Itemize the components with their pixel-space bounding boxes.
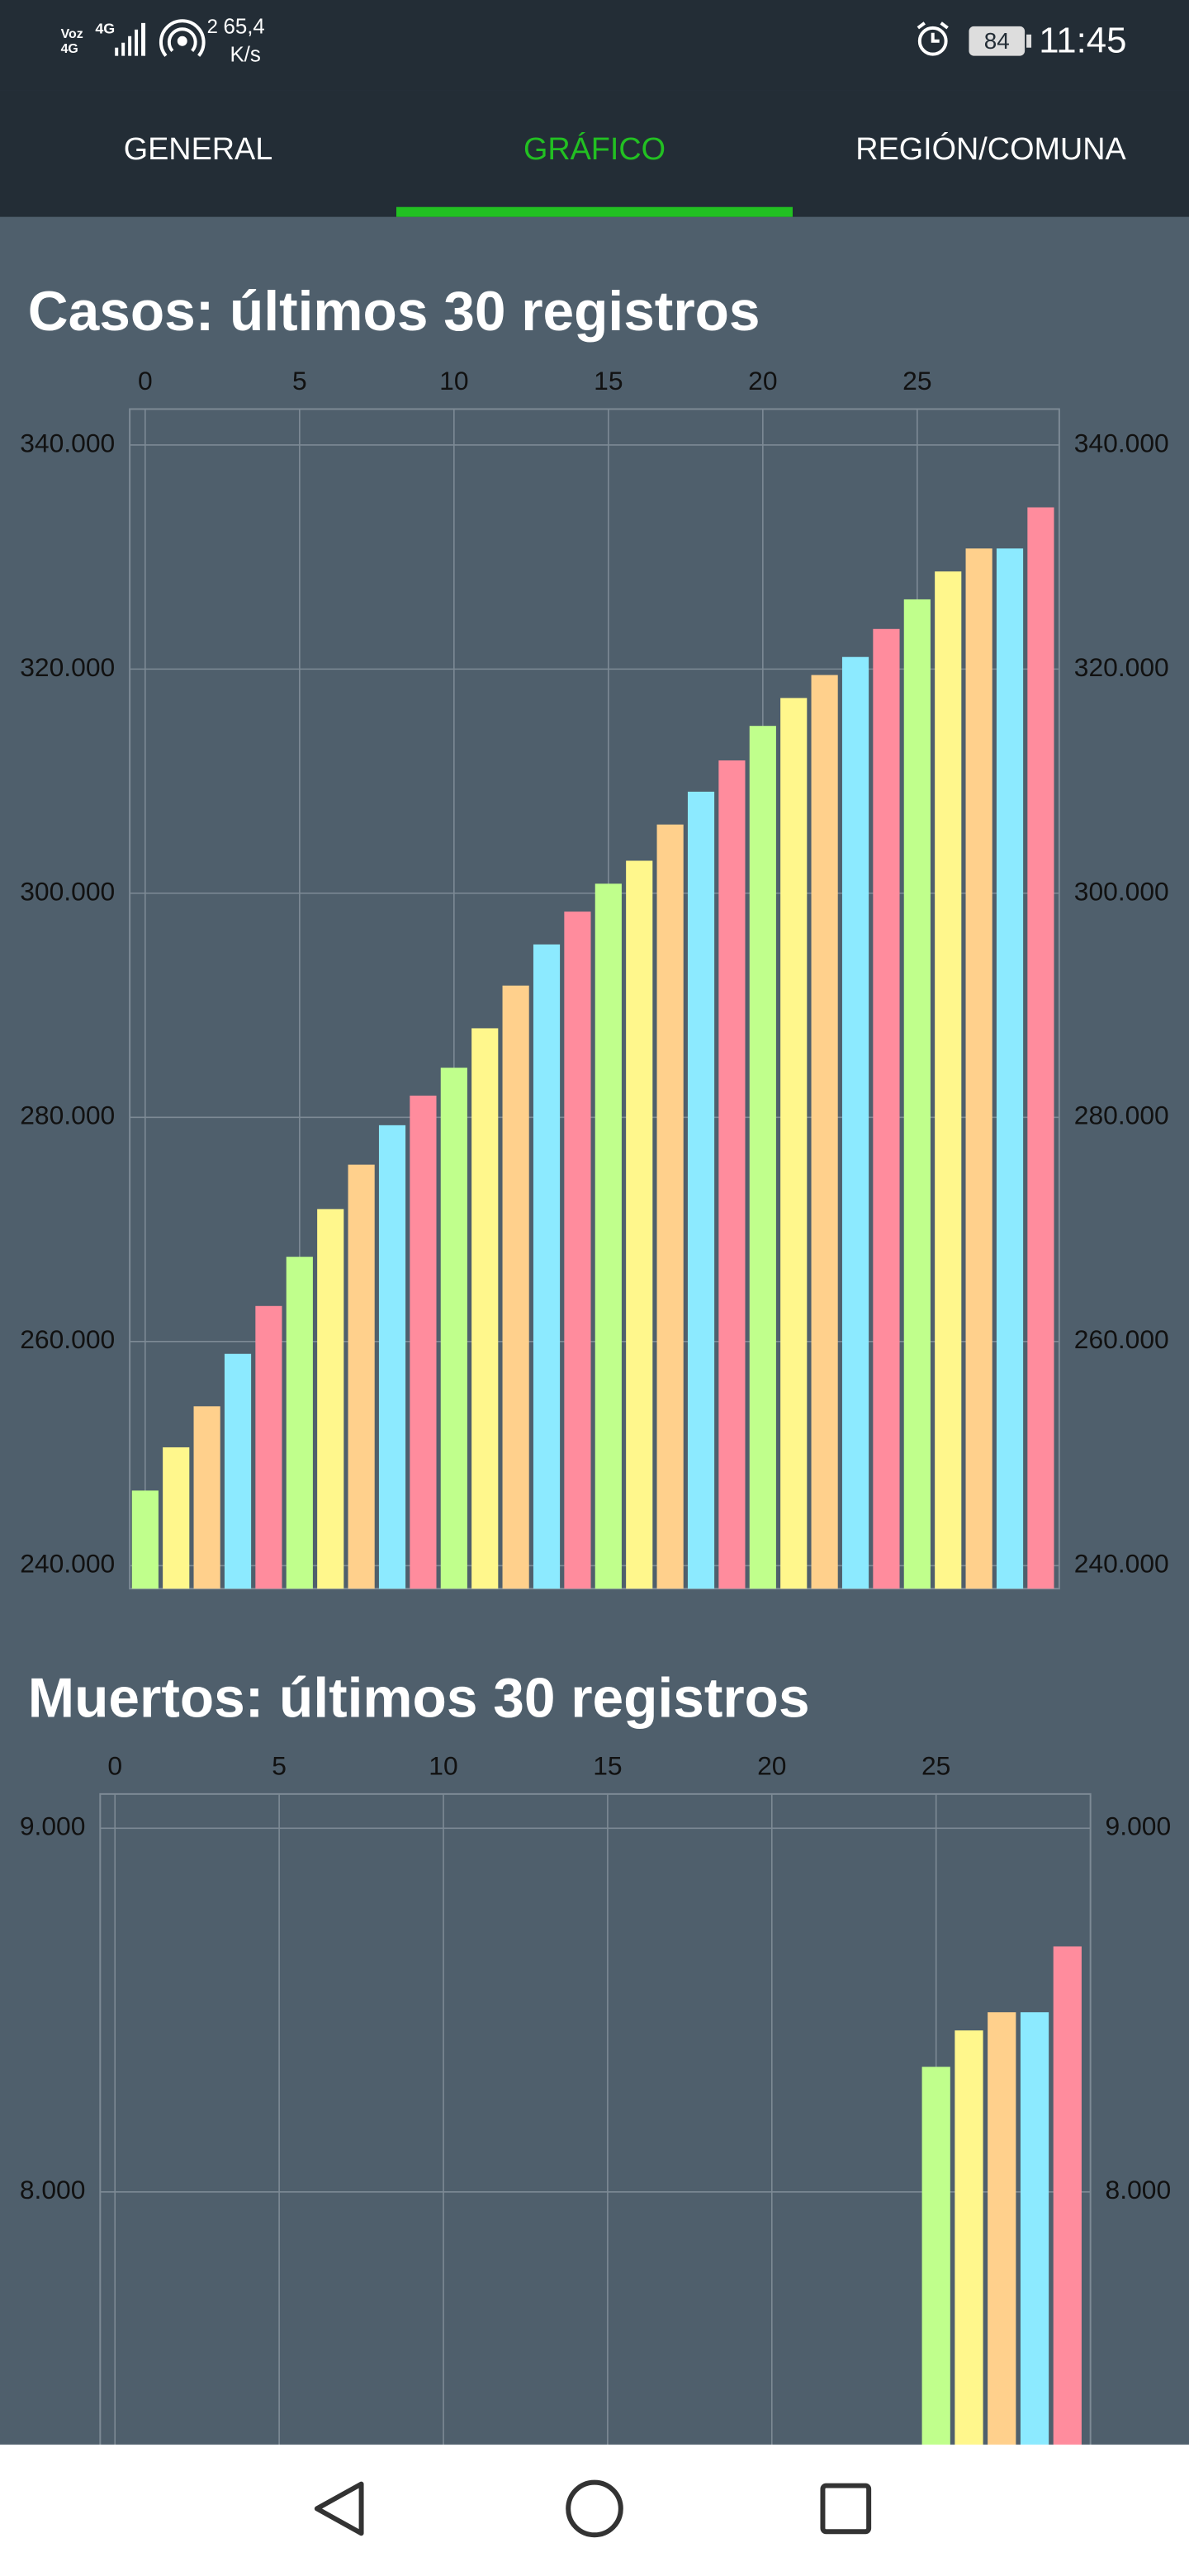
speed-unit: K/s — [230, 43, 260, 66]
signal-icon — [115, 22, 146, 56]
bar — [348, 1164, 375, 1589]
tab-bar — [0, 90, 1189, 217]
bar — [780, 698, 808, 1589]
y-tick-label: 260.000 — [20, 1324, 115, 1354]
bar — [749, 726, 776, 1589]
x-tick-label: 0 — [107, 1750, 122, 1780]
alarm-icon — [917, 21, 949, 56]
y-tick-label: 340.000 — [20, 428, 115, 457]
x-tick-label: 10 — [439, 366, 468, 395]
bar — [564, 912, 591, 1589]
y-tick-label-right: 340.000 — [1074, 428, 1169, 457]
clock: 11:45 — [1039, 20, 1126, 60]
tab-indicator — [396, 206, 793, 217]
y-tick-label-right: 320.000 — [1074, 652, 1169, 682]
bar — [533, 944, 561, 1589]
tab[interactable]: GRÁFICO — [523, 132, 666, 167]
y-tick-label-right: 240.000 — [1074, 1549, 1169, 1579]
recents-button[interactable] — [820, 2483, 872, 2535]
y-tick-label: 320.000 — [20, 652, 115, 682]
y-tick-label-right: 9.000 — [1106, 1811, 1172, 1841]
x-tick-label: 25 — [921, 1750, 950, 1780]
bar — [224, 1353, 252, 1589]
tab[interactable]: REGIÓN/COMUNA — [855, 132, 1126, 167]
y-tick-label: 300.000 — [20, 876, 115, 906]
network-type: 4G — [61, 42, 78, 56]
x-tick-label: 20 — [748, 366, 777, 395]
speed: 65,4 — [223, 16, 264, 39]
battery-icon — [969, 26, 1026, 56]
y-tick-label-right: 260.000 — [1074, 1324, 1169, 1354]
bar — [935, 571, 962, 1589]
bar — [996, 548, 1024, 1589]
bar — [811, 675, 838, 1589]
x-tick-label: 20 — [757, 1750, 786, 1780]
chart-title: Casos: últimos 30 registros — [28, 281, 760, 343]
x-tick-label: 15 — [594, 366, 623, 395]
y-tick-label-right: 8.000 — [1106, 2175, 1172, 2204]
bar — [903, 599, 931, 1589]
y-tick-label: 9.000 — [20, 1811, 86, 1841]
bar — [502, 985, 529, 1589]
bar — [255, 1305, 282, 1589]
y-tick-label-right: 280.000 — [1074, 1101, 1169, 1130]
battery-level: 84 — [984, 28, 1010, 54]
bar — [471, 1028, 499, 1589]
bar — [410, 1096, 437, 1589]
plot-border — [129, 408, 1060, 1590]
x-tick-label: 5 — [272, 1750, 287, 1780]
bar — [687, 791, 715, 1589]
y-tick-label: 280.000 — [20, 1101, 115, 1130]
bar — [1027, 507, 1054, 1589]
bar — [163, 1447, 190, 1589]
back-button[interactable] — [314, 2481, 364, 2536]
tab[interactable]: GENERAL — [124, 132, 273, 167]
bar — [626, 860, 653, 1589]
battery-tip — [1026, 34, 1032, 48]
hotspot-icon — [159, 19, 206, 57]
bar — [317, 1209, 344, 1589]
x-tick-label: 25 — [902, 366, 931, 395]
y-tick-label-right: 300.000 — [1074, 876, 1169, 906]
bar — [841, 656, 869, 1589]
chart-title: Muertos: últimos 30 registros — [28, 1667, 810, 1729]
bar — [656, 824, 684, 1589]
plot-border — [99, 1792, 1092, 2576]
bar — [286, 1257, 313, 1589]
signal-type: 4G — [95, 21, 115, 37]
network-label: Voz — [61, 27, 83, 41]
y-tick-label: 8.000 — [20, 2175, 86, 2204]
bar — [718, 760, 746, 1589]
speed-prefix: 2 — [207, 16, 218, 38]
bar — [594, 883, 622, 1589]
x-tick-label: 5 — [292, 366, 307, 395]
bar — [440, 1068, 467, 1589]
x-tick-label: 15 — [593, 1750, 622, 1780]
y-tick-label: 240.000 — [20, 1549, 115, 1579]
bar — [193, 1406, 220, 1589]
bar — [378, 1125, 406, 1589]
navigation-bar — [0, 2444, 1189, 2576]
home-button[interactable] — [566, 2479, 623, 2538]
bar — [873, 628, 900, 1589]
bar — [965, 548, 992, 1589]
bar — [131, 1490, 159, 1589]
x-tick-label: 0 — [138, 366, 153, 395]
x-tick-label: 10 — [429, 1750, 457, 1780]
